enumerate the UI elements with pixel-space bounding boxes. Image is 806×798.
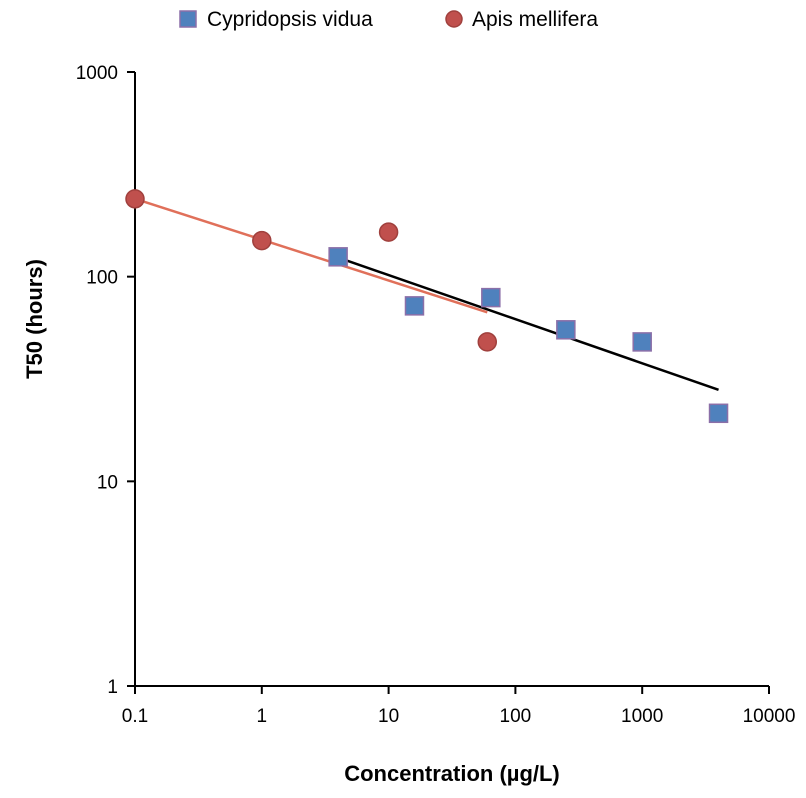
trendline-cypridopsis-vidua <box>337 256 719 391</box>
y-tick-label: 100 <box>86 268 118 289</box>
data-point-circle <box>252 230 272 251</box>
data-points <box>125 189 729 424</box>
data-point-circle <box>477 332 498 352</box>
x-tick-label: 10000 <box>743 706 796 727</box>
trendline-apis-mellifera <box>134 197 488 314</box>
trendlines <box>134 197 719 391</box>
y-tick-label: 1000 <box>76 63 118 84</box>
legend-label: Cypridopsis vidua <box>207 8 373 31</box>
data-point-square <box>708 403 729 424</box>
x-tick-label: 100 <box>500 706 532 727</box>
legend: Cypridopsis vidua Apis mellifera <box>179 8 598 31</box>
data-point-circle <box>125 189 145 209</box>
x-tick-label: 10 <box>378 706 399 727</box>
legend-marker-square <box>179 10 197 28</box>
x-tick-label: 1 <box>257 706 268 727</box>
data-point-square <box>328 247 348 267</box>
x-tick-label: 0.1 <box>122 706 148 727</box>
data-point-square <box>632 332 652 352</box>
data-point-square <box>556 320 576 340</box>
x-tick-label: 1000 <box>621 706 663 727</box>
data-point-square <box>404 296 425 316</box>
y-tick-label: 10 <box>97 472 118 493</box>
legend-marker-circle <box>445 10 463 28</box>
data-point-square <box>481 287 501 308</box>
y-axis-title: T50 (hours) <box>22 259 47 379</box>
y-tick-label: 1 <box>107 677 118 698</box>
x-axis-title: Concentration (µg/L) <box>344 761 560 786</box>
data-point-circle <box>378 222 399 242</box>
legend-label: Apis mellifera <box>472 8 598 31</box>
